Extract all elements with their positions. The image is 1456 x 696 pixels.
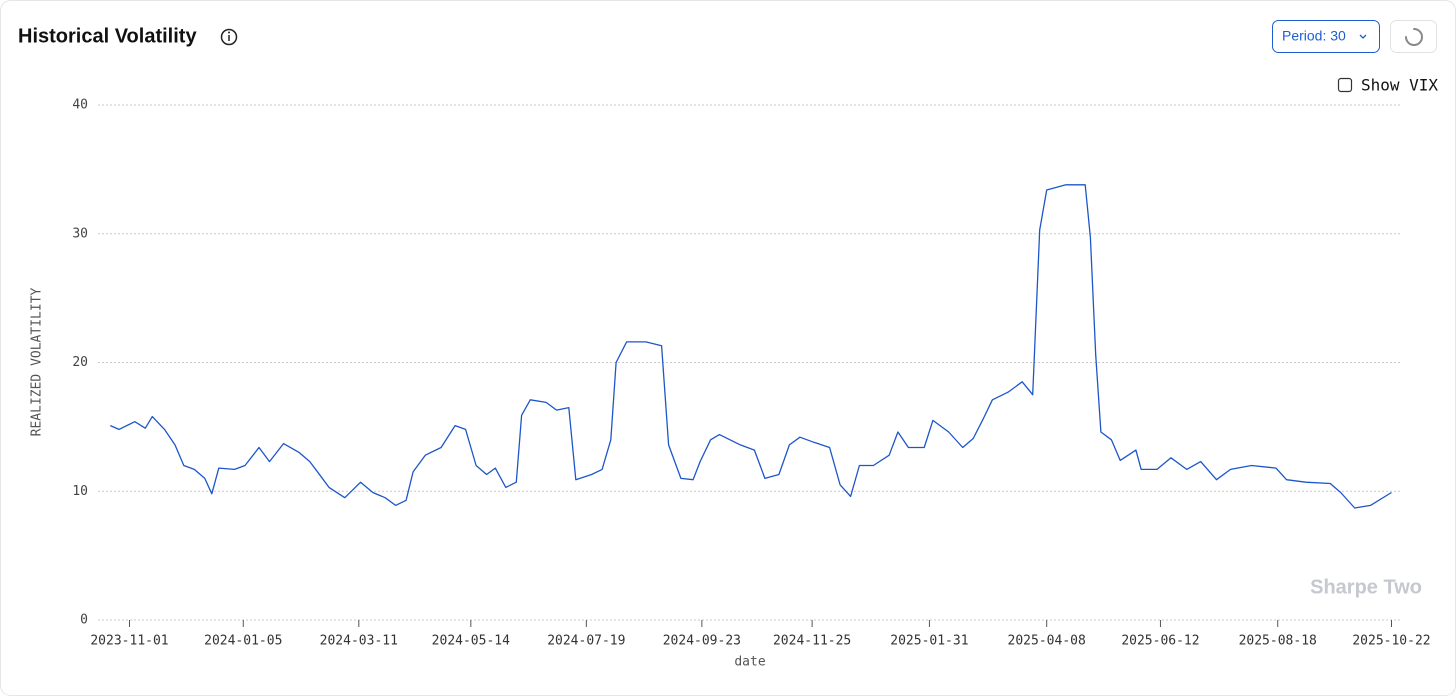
x-tick-label: 2024-03-11 <box>320 634 398 649</box>
show-vix-toggle[interactable]: Show VIX <box>1337 76 1439 95</box>
period-button[interactable]: Period: 30 <box>1272 20 1380 53</box>
chart-title: Historical Volatility <box>18 25 197 47</box>
refresh-button[interactable] <box>1390 20 1437 53</box>
info-icon[interactable] <box>220 28 238 46</box>
period-label: Period: 30 <box>1282 28 1346 44</box>
watermark: Sharpe Two <box>1310 576 1422 598</box>
y-tick-label: 20 <box>72 355 88 370</box>
x-tick-label: 2024-01-05 <box>204 634 282 649</box>
show-vix-label: Show VIX <box>1361 76 1438 95</box>
x-tick-label: 2025-04-08 <box>1008 634 1086 649</box>
x-tick-label: 2025-01-31 <box>890 634 968 649</box>
x-axis-label: date <box>734 655 765 670</box>
volatility-line <box>110 184 1392 509</box>
x-tick-label: 2024-07-19 <box>547 634 625 649</box>
x-tick-label: 2024-11-25 <box>773 634 851 649</box>
y-tick-label: 0 <box>80 613 88 628</box>
x-tick-label: 2025-06-12 <box>1121 634 1199 649</box>
y-tick-label: 10 <box>72 484 88 499</box>
x-tick-label: 2025-10-22 <box>1352 634 1430 649</box>
y-tick-label: 40 <box>72 98 88 113</box>
x-tick-label: 2023-11-01 <box>90 634 168 649</box>
plot-area: 0 10 20 30 40 2023-11-01 2024-01-05 2024-03-11 2… <box>72 98 1430 649</box>
x-tick-label: 2025-08-18 <box>1239 634 1317 649</box>
x-tick-label: 2024-09-23 <box>663 634 741 649</box>
x-tick-label: 2024-05-14 <box>432 634 510 649</box>
y-axis-label: REALIZED VOLATILITY <box>30 287 45 436</box>
y-tick-label: 30 <box>72 226 88 241</box>
